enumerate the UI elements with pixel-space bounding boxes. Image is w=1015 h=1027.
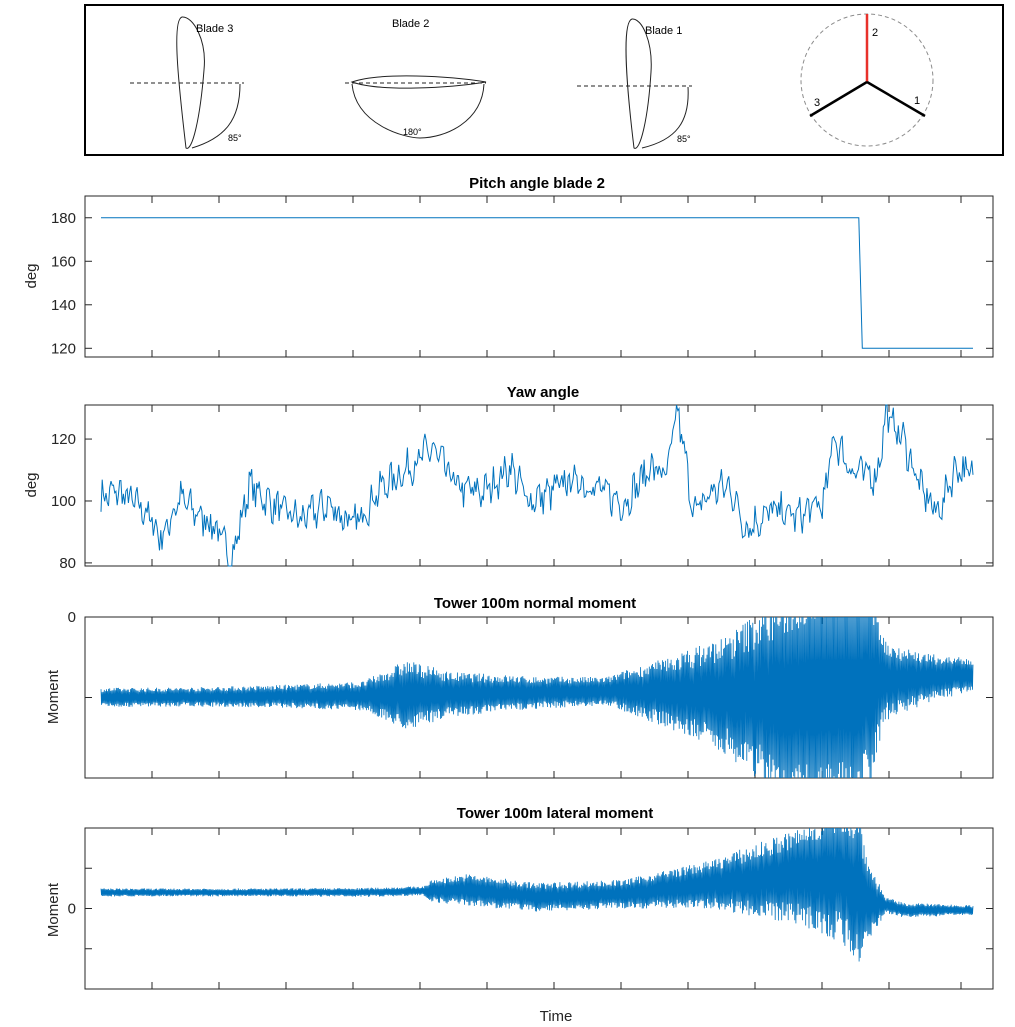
- blade-1-angle-arc: [641, 86, 689, 149]
- y-tick-label: 160: [51, 253, 76, 270]
- lateral-moment-ticks: 0: [68, 827, 993, 990]
- yaw-series: [100, 404, 974, 567]
- series-line: [100, 616, 974, 779]
- blade-3-angle-arc: [191, 83, 241, 149]
- blade-3-sketch: Blade 3 85°: [130, 16, 244, 149]
- yaw-chart-title: Yaw angle: [507, 384, 580, 401]
- series-line: [101, 217, 973, 349]
- rotor-blade-3-line: [809, 80, 868, 118]
- yaw-y-axis-label: deg: [23, 472, 40, 497]
- pitch-plot-box: [84, 195, 994, 358]
- pitch-y-axis-label: deg: [23, 263, 40, 288]
- rotor-number-2: 2: [872, 27, 878, 39]
- rotor-number-1: 1: [914, 95, 920, 107]
- pitch-ticks: 120 140 160 180: [51, 196, 993, 357]
- yaw-angle-panel: Yaw angle deg 80 100 120: [23, 384, 994, 572]
- lateral-moment-series: [100, 827, 974, 962]
- blade-1-label: Blade 1: [645, 25, 682, 37]
- lateral-moment-chart-title: Tower 100m lateral moment: [457, 805, 653, 822]
- pitch-angle-panel: Pitch angle blade 2 deg 120 140 160 180: [23, 175, 994, 358]
- y-tick-label: 180: [51, 210, 76, 227]
- blade-3-angle: 85°: [228, 133, 242, 143]
- normal-moment-panel: Tower 100m normal moment Moment 0: [45, 595, 994, 779]
- pitch-series: [101, 217, 973, 349]
- normal-moment-series: [100, 616, 974, 779]
- series-line: [100, 827, 974, 962]
- rotor-blade-1-line: [866, 80, 926, 118]
- normal-moment-ticks: 0: [68, 609, 993, 779]
- lateral-moment-panel: Tower 100m lateral moment Moment 0 Time: [45, 805, 994, 1025]
- rotor-number-3: 3: [814, 97, 820, 109]
- y-tick-label: 0: [68, 901, 76, 918]
- blade-diagram: Blade 3 85° Blade 2 180° Blade 1 85° 2 3: [84, 4, 1004, 156]
- y-tick-label: 80: [59, 555, 76, 572]
- normal-moment-y-axis-label: Moment: [45, 669, 62, 724]
- y-tick-label: 120: [51, 340, 76, 357]
- blade-3-airfoil: [176, 16, 205, 149]
- blade-2-angle-arc: [351, 83, 485, 139]
- y-tick-label: 0: [68, 609, 76, 626]
- x-axis-label-time: Time: [540, 1008, 573, 1025]
- y-tick-label: 100: [51, 493, 76, 510]
- blade-3-label: Blade 3: [196, 23, 233, 35]
- blade-2-angle: 180°: [403, 127, 422, 137]
- blade-2-airfoil: [350, 75, 487, 89]
- blade-1-airfoil: [625, 18, 652, 149]
- y-tick-label: 140: [51, 297, 76, 314]
- blade-1-angle: 85°: [677, 134, 691, 144]
- blade-2-sketch: Blade 2 180°: [345, 18, 487, 139]
- blade-1-sketch: Blade 1 85°: [577, 18, 692, 149]
- series-line: [100, 404, 974, 567]
- yaw-ticks: 80 100 120: [51, 405, 993, 572]
- rotor-hub-diagram: 2 3 1: [800, 13, 934, 147]
- normal-moment-chart-title: Tower 100m normal moment: [434, 595, 636, 612]
- diagram-border: [84, 4, 1004, 156]
- y-tick-label: 120: [51, 431, 76, 448]
- blade-2-label: Blade 2: [392, 18, 429, 30]
- lateral-moment-y-axis-label: Moment: [45, 882, 62, 937]
- pitch-chart-title: Pitch angle blade 2: [469, 175, 605, 192]
